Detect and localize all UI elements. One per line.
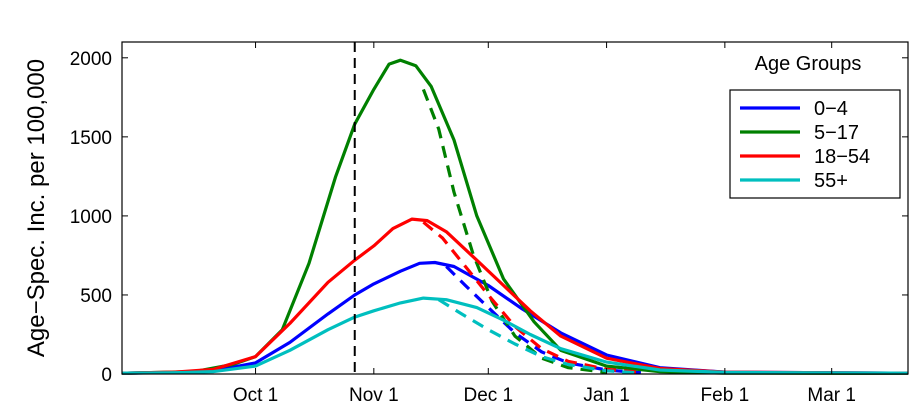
legend-label-2: 18−54 [814, 146, 870, 168]
series-line-1 [445, 265, 642, 375]
series-line-6 [121, 296, 909, 375]
y-tick-label-1: 500 [80, 286, 112, 307]
series-line-5 [422, 220, 642, 374]
ticks-layer: Oct 1 Nov 1 Dec 1 Jan 1 Feb 1 Mar 1 0 500 1000 15… [70, 42, 908, 406]
x-tick-label-5: Mar 1 [807, 385, 856, 406]
y-tick-label-4: 2000 [70, 49, 112, 70]
y-tick-label-0: 0 [101, 365, 112, 386]
y-axis-title: Age−Spec. Inc. per 100,000 [23, 59, 50, 357]
series-line-7 [437, 298, 642, 375]
y-tick-label-3: 1500 [70, 128, 112, 149]
series-layer [121, 58, 909, 375]
plot-frame [121, 41, 909, 375]
legend-label-3: 55+ [814, 170, 848, 192]
x-tick-label-2: Dec 1 [463, 385, 513, 406]
legend-label-1: 5−17 [814, 122, 859, 144]
x-tick-label-4: Feb 1 [701, 385, 750, 406]
legend-title: Age Groups [755, 53, 862, 75]
y-tick-label-2: 1000 [70, 207, 112, 228]
legend-label-0: 0−4 [814, 98, 848, 120]
x-tick-label-3: Jan 1 [583, 385, 629, 406]
x-tick-label-0: Oct 1 [233, 385, 278, 406]
series-line-0 [121, 260, 909, 375]
series-line-4 [121, 217, 909, 375]
x-tick-label-1: Nov 1 [349, 385, 399, 406]
